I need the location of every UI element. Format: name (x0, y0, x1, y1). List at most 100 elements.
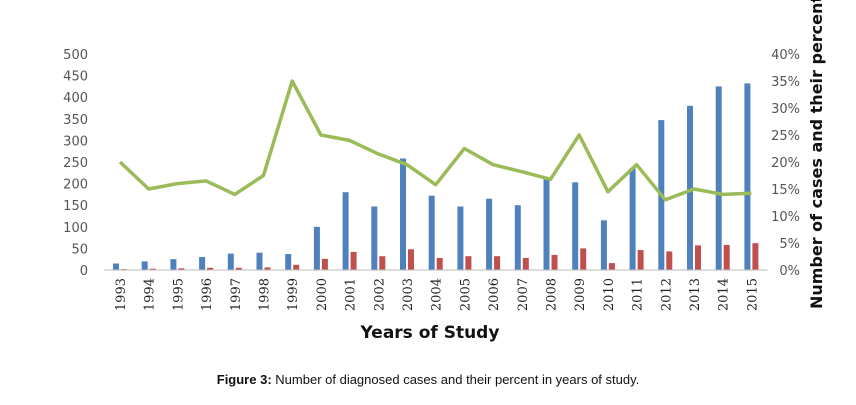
percent-bar (408, 249, 414, 270)
cases-bar (400, 158, 406, 270)
cases-bar (256, 252, 263, 270)
bars (113, 83, 759, 271)
left-tick-label: 450 (63, 70, 88, 85)
percent-line (118, 79, 752, 202)
left-tick-label: 200 (63, 178, 88, 193)
percent-bar (465, 256, 472, 270)
left-axis-ticks: 0 50 100 150 200 250 300 350 400 450 500 (63, 48, 88, 279)
x-tick-label: 1998 (258, 278, 273, 311)
cases-bar (199, 257, 206, 270)
percent-bar (178, 268, 185, 270)
cases-bar (514, 205, 521, 270)
left-tick-label: 100 (63, 221, 88, 236)
right-tick-label: 25% (771, 129, 800, 144)
right-tick-label: 30% (771, 102, 800, 117)
chart: 0 50 100 150 200 250 300 350 400 450 500 0% 5% 10% 15… (63, 0, 826, 343)
right-axis-ticks: 0% 5% 10% 15% 20% 25% 30% 35% 40% (771, 48, 800, 279)
x-tick-label: 2004 (430, 278, 445, 311)
percent-bar (723, 244, 730, 270)
cases-bar (227, 253, 234, 270)
percent-bar (321, 258, 328, 270)
cases-bar (371, 206, 378, 270)
x-tick-label: 2012 (659, 278, 674, 311)
right-tick-label: 0% (779, 264, 800, 279)
x-tick-label: 2003 (401, 278, 416, 311)
x-tick-label: 2005 (458, 278, 473, 311)
percent-bar (522, 257, 529, 270)
left-tick-label: 150 (63, 199, 88, 214)
figure-caption: Figure 3: Number of diagnosed cases and … (0, 372, 856, 387)
x-tick-label: 1996 (200, 278, 215, 311)
cases-bar (572, 182, 579, 270)
x-axis-ticks: 1993 1994 1995 1996 1997 1998 1999 2000 2001 2002… (114, 278, 760, 311)
left-tick-label: 350 (63, 113, 88, 128)
cases-bar (600, 220, 607, 270)
percent-bar (666, 251, 673, 270)
right-tick-label: 35% (771, 75, 800, 90)
x-tick-label: 2008 (545, 278, 560, 311)
percent-bar (608, 263, 615, 270)
left-tick-label: 50 (71, 242, 88, 257)
right-tick-label: 15% (771, 183, 800, 198)
right-tick-label: 20% (771, 156, 800, 171)
percent-line-path (118, 79, 752, 202)
cases-bar (428, 195, 435, 270)
cases-bar (629, 168, 636, 270)
right-tick-label: 5% (779, 237, 800, 252)
cases-bar (715, 86, 722, 271)
chart-svg: 0 50 100 150 200 250 300 350 400 450 500 0% 5% 10% 15… (63, 0, 826, 343)
x-tick-label: 2000 (315, 278, 330, 311)
cases-bar (457, 206, 464, 270)
left-tick-label: 500 (63, 48, 88, 63)
cases-bar (285, 254, 292, 270)
x-tick-label: 2011 (631, 278, 646, 311)
percent-bar (752, 243, 759, 270)
percent-bar (207, 267, 214, 270)
right-axis-title: Number of cases and their percent (807, 0, 826, 309)
right-tick-label: 10% (771, 210, 800, 225)
x-tick-label: 2002 (372, 278, 387, 311)
percent-bar (264, 267, 271, 270)
x-tick-label: 2001 (344, 278, 359, 311)
cases-bar (141, 261, 148, 270)
x-tick-label: 1993 (114, 278, 129, 311)
cases-bar (113, 263, 119, 270)
figure-label: Figure 3: (216, 372, 272, 387)
cases-bar (313, 226, 320, 270)
percent-bar (436, 257, 443, 270)
percent-bar (350, 251, 357, 270)
cases-bar (687, 105, 693, 270)
figure-caption-text: Number of diagnosed cases and their perc… (275, 372, 640, 387)
percent-bar (580, 248, 587, 270)
x-tick-label: 2006 (487, 278, 502, 311)
percent-bar (293, 264, 300, 270)
x-tick-label: 1997 (229, 278, 244, 311)
left-tick-label: 250 (63, 156, 88, 171)
cases-bar (543, 179, 550, 270)
x-tick-label: 2014 (717, 278, 732, 311)
x-tick-label: 1995 (171, 278, 186, 311)
x-axis-title: Years of Study (360, 323, 500, 343)
left-tick-label: 400 (63, 91, 88, 106)
x-tick-label: 2010 (602, 278, 617, 311)
x-tick-label: 2009 (573, 278, 588, 311)
percent-bar (695, 245, 701, 270)
percent-bar (235, 267, 242, 270)
x-tick-label: 2015 (745, 278, 760, 311)
right-tick-label: 40% (771, 48, 800, 63)
cases-bar (486, 198, 493, 270)
percent-bar (149, 268, 156, 270)
percent-bar (551, 254, 558, 270)
percent-bar (379, 256, 386, 270)
x-tick-label: 1999 (286, 278, 301, 311)
cases-bar (744, 83, 751, 271)
left-tick-label: 300 (63, 134, 88, 149)
cases-bar (170, 259, 177, 270)
percent-bar (494, 256, 501, 270)
x-tick-label: 2007 (516, 278, 531, 311)
percent-bar (637, 250, 644, 270)
x-tick-label: 2013 (688, 278, 703, 311)
left-tick-label: 0 (80, 264, 88, 279)
x-tick-label: 1994 (143, 278, 158, 311)
cases-bar (342, 192, 349, 270)
